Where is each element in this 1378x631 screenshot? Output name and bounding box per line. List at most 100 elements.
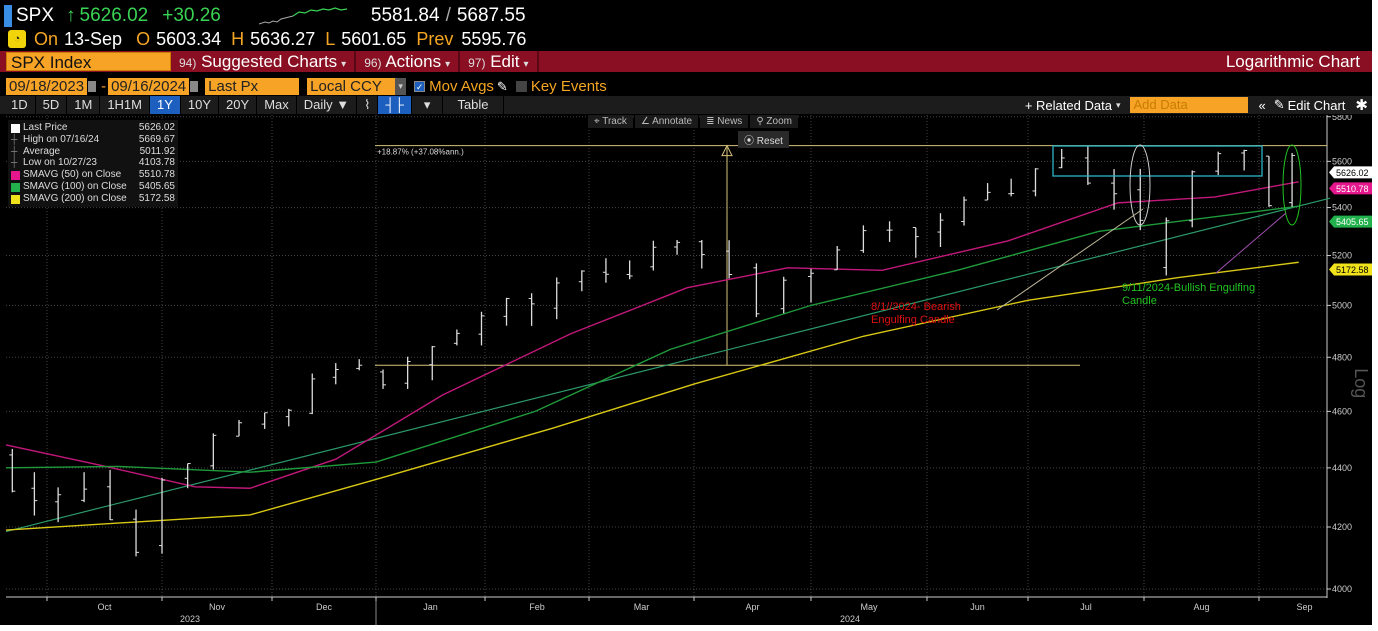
high-label: H [231,28,245,49]
log-axis-label: Log [1351,368,1371,398]
month-label: May [860,602,878,612]
pencil-icon[interactable]: ✎ [496,78,508,94]
frequency-select[interactable]: Daily ▼ [297,96,358,114]
low-value: 5601.65 [341,28,407,49]
chart-params: 09/18/2023 - 09/16/2024 Last Px Local CC… [0,77,607,96]
menu-actions[interactable]: 96) Actions ▾ [356,51,461,72]
period-1y[interactable]: 1Y [150,96,181,114]
legend-item[interactable]: SMAVG (200) on Close 5172.58 [11,193,175,205]
line-chart-icon[interactable]: ⌇ [357,96,379,114]
mov-avgs-label[interactable]: Mov Avgs [429,78,494,95]
security-marker [4,5,12,27]
menu-suggested-charts[interactable]: 94) Suggested Charts ▾ [171,51,357,72]
ticker-input[interactable]: SPX Index [6,52,171,72]
day-range-high: 5687.55 [456,5,526,26]
news-button[interactable]: ≣ News [700,115,749,128]
period-1m[interactable]: 1M [67,96,101,114]
last-price: 5626.02 [79,5,149,26]
period-10y[interactable]: 10Y [181,96,220,114]
calendar-icon[interactable] [190,81,199,92]
bullish-annotation: Candle [1122,295,1157,307]
related-data-button[interactable]: + Related Data [1024,97,1112,113]
calendar-icon[interactable] [88,81,97,92]
legend-label: Average [23,145,61,157]
price-label: 5626.02 [1336,168,1369,178]
annotate-button[interactable]: ∠ Annotate [634,115,699,128]
caret-down-icon[interactable]: ▾ [1115,99,1121,110]
day-range-low: 5581.84 [370,5,440,26]
legend-swatch [11,171,20,181]
chart-controls: ⌖ Track ∠ Annotate ≣ News ⚲ Zoom [588,115,800,128]
month-label: Oct [97,602,112,612]
end-date-input[interactable]: 09/16/2024 [108,78,190,95]
bar-chart-icon[interactable]: ┤├ [378,96,412,114]
arrow-head-icon [721,144,733,157]
price-label-tag [1329,215,1372,228]
menu-bar: SPX Index 94) Suggested Charts ▾ 96) Acti… [0,51,1372,72]
bullish-pointer-line [1215,212,1287,274]
month-label: Apr [745,602,759,612]
collapse-icon[interactable]: « [1258,97,1266,113]
legend-label: Last Price [23,122,68,133]
start-date-input[interactable]: 09/18/2023 [6,78,88,95]
legend-item[interactable]: ┼ Low on 10/27/23 4103.78 [11,157,175,169]
open-value: 5603.34 [156,28,222,49]
month-label: Jan [423,602,438,612]
legend-item[interactable]: ┼ High on 07/16/24 5669.67 [11,134,175,146]
reset-button[interactable]: ⦿ Reset [738,131,789,148]
legend-item[interactable]: SMAVG (100) on Close 5405.65 [11,181,175,193]
currency-select[interactable]: Local CCY [307,78,396,95]
legend-label: High on 07/16/24 [23,133,100,145]
y-tick-label: 4200 [1332,522,1352,532]
legend-marker-icon: ┼ [11,133,18,144]
y-tick-label: 4800 [1332,352,1352,362]
y-tick-label: 5400 [1332,203,1352,213]
menu-edit[interactable]: 97) Edit ▾ [460,51,539,72]
caret-down-icon: ▾ [523,59,529,70]
legend-marker-icon: ┼ [11,145,18,156]
table-button[interactable]: Table [443,96,504,114]
bearish-candle-ellipse [1129,144,1151,226]
edit-chart-button[interactable]: Edit Chart [1287,97,1346,113]
period-5d[interactable]: 5D [36,96,68,114]
month-label: Jul [1080,602,1092,612]
period-max[interactable]: Max [257,96,297,114]
currency-dropdown-icon[interactable]: ▾ [395,78,407,95]
year-label: 2023 [180,614,200,624]
price-label: 5510.78 [1336,184,1369,194]
legend-value: 5011.92 [139,145,175,157]
settings-gear-icon[interactable]: ✱ [1355,97,1368,114]
track-button[interactable]: ⌖ Track [588,115,633,128]
chart-toolbar: 1D 5D 1M 1H1M 1Y 10Y 20Y Max Daily ▼ ⌇ ┤├ ▾ Tab… [0,96,1372,114]
y-tick-label: 5200 [1332,251,1352,261]
alert-gauge-icon[interactable]: ◔ [8,30,26,48]
zoom-button[interactable]: ⚲ Zoom [750,115,798,128]
legend-swatch [11,194,20,204]
net-change: +30.26 [162,5,221,26]
y-tick-label: 4600 [1332,406,1352,416]
moving-average-line [5,205,1299,473]
mov-avgs-checkbox[interactable]: ✓ [414,81,426,92]
legend-item[interactable]: SMAVG (50) on Close 5510.78 [11,169,175,181]
range-separator: / [445,5,451,26]
period-20y[interactable]: 20Y [219,96,258,114]
month-label: Nov [209,602,226,612]
legend-item[interactable]: Last Price 5626.02 [11,122,175,134]
quote-header: SPX ↑ 5626.02 +30.26 5581.84 / 5687.55 [0,4,526,28]
year-label: 2024 [840,614,860,624]
key-events-label[interactable]: Key Events [530,78,607,95]
field-select[interactable]: Last Px [205,78,300,95]
period-1d[interactable]: 1D [4,96,36,114]
chart-type-dropdown[interactable]: ▾ [412,96,444,114]
add-data-input[interactable]: Add Data [1130,97,1249,113]
up-arrow-icon: ↑ [66,5,76,26]
legend-swatch [11,124,20,133]
price-label-tag [1329,263,1372,276]
legend-item[interactable]: ┼ Average 5011.92 [11,146,175,158]
key-events-checkbox[interactable] [515,81,527,92]
period-1h1m[interactable]: 1H1M [100,96,150,114]
price-chart[interactable]: 4000 4200 4400 4600 4800 5000 5200 5400 5600 5800… [0,115,1372,625]
price-label-tag [1329,166,1372,179]
intraday-sparkline [258,7,347,25]
